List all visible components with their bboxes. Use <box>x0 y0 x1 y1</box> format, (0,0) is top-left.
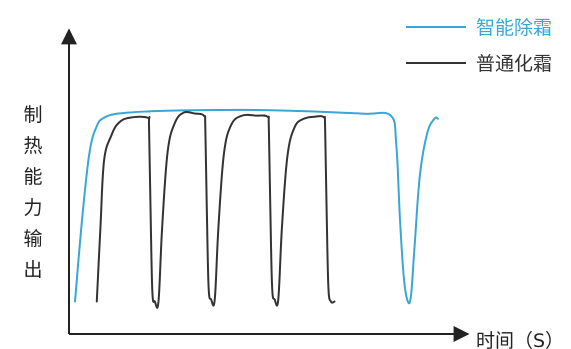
y-axis-label-char: 力 <box>23 197 42 219</box>
y-axis-label-char: 出 <box>23 259 42 281</box>
y-axis-label-char: 热 <box>23 135 42 157</box>
series-layer <box>74 108 439 309</box>
series-line-1 <box>74 108 439 305</box>
x-axis-label: 时间（S） <box>476 330 564 349</box>
y-axis-label-char: 输 <box>23 228 42 250</box>
y-axis-label-char: 制 <box>23 104 42 126</box>
legend-label-1: 智能除霜 <box>476 17 552 39</box>
series-line-2 <box>95 110 336 309</box>
axes <box>61 28 470 342</box>
legend-label-2: 普通化霜 <box>476 53 552 75</box>
y-axis-label-char: 能 <box>23 166 42 188</box>
